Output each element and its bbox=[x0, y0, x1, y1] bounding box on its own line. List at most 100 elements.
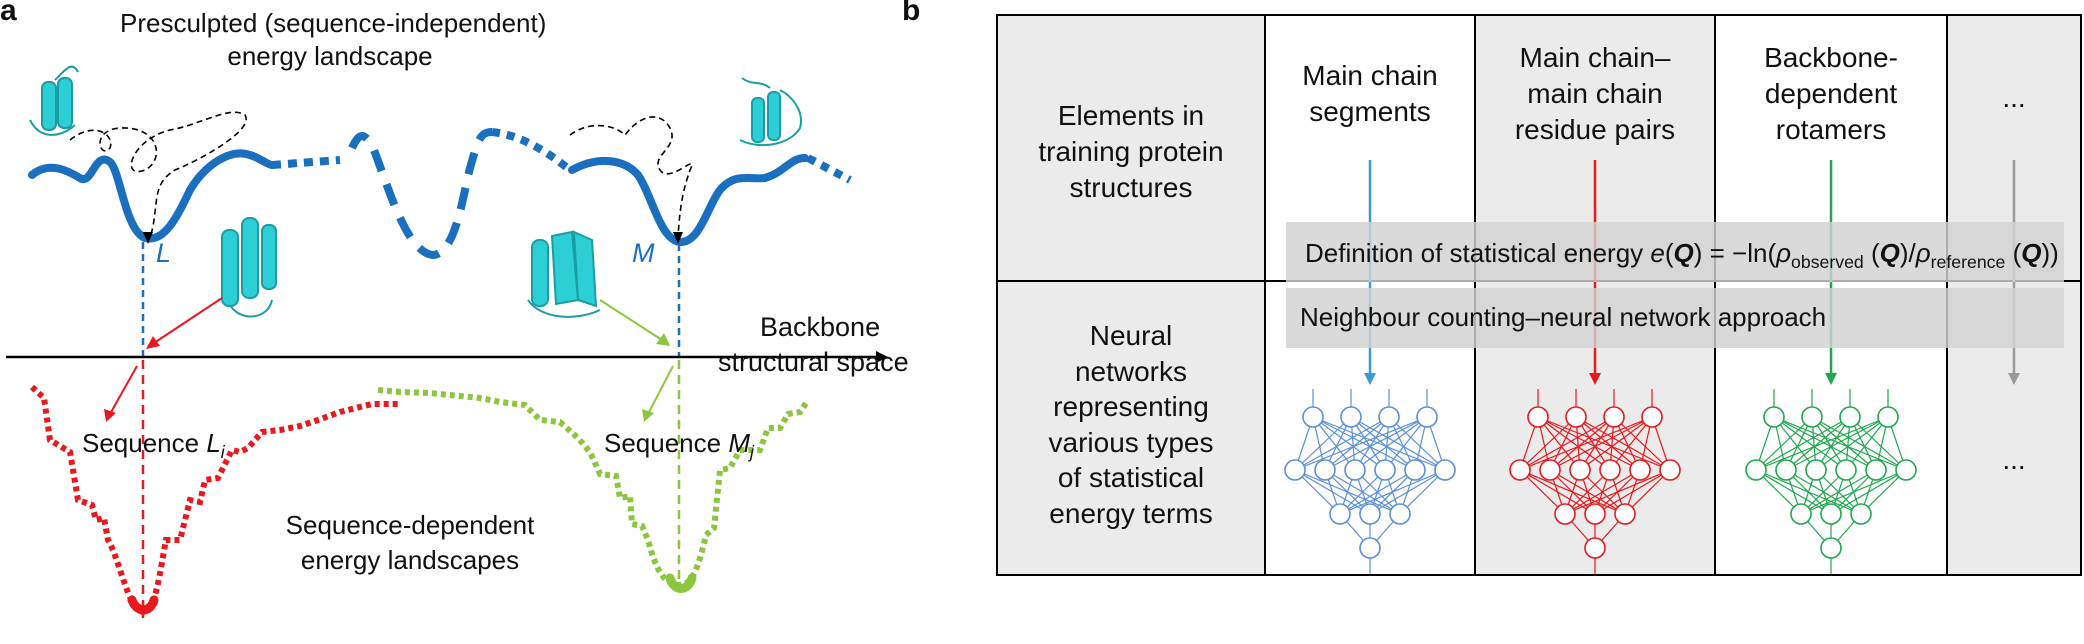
col2-edge bbox=[1549, 416, 1653, 471]
sequence-M-minimum bbox=[665, 573, 697, 593]
col4-bottom-ellipsis: ... bbox=[2002, 444, 2026, 475]
definition-Q1: Q bbox=[1673, 238, 1694, 268]
col3-edge bbox=[1773, 416, 1817, 471]
col3-node bbox=[1745, 459, 1767, 481]
col4-arrowhead bbox=[2008, 373, 2020, 385]
col1-node bbox=[1374, 459, 1396, 481]
col1-node bbox=[1434, 459, 1456, 481]
presculpted-landscape-right bbox=[568, 154, 809, 246]
col2-edge bbox=[1564, 469, 1641, 515]
sequence-M-label: Sequence Mj bbox=[604, 428, 754, 463]
col2-node bbox=[1565, 406, 1587, 428]
presculpted-title: Presculpted (sequence-independent) energ… bbox=[120, 8, 547, 72]
col1-node bbox=[1378, 406, 1400, 428]
col3-edge bbox=[1800, 469, 1907, 515]
col3-node bbox=[1839, 406, 1861, 428]
col2-edge bbox=[1519, 416, 1615, 471]
minimum-L-label: L bbox=[156, 238, 172, 268]
col1-edge bbox=[1294, 416, 1390, 471]
col1-node bbox=[1284, 459, 1306, 481]
sequence-L-sub: i bbox=[220, 442, 225, 463]
col1-edge bbox=[1294, 416, 1428, 471]
col3-node bbox=[1805, 459, 1827, 481]
protein-unfolded-right bbox=[739, 77, 802, 147]
col2-header-line2: main chain bbox=[1527, 78, 1663, 109]
sequence-M-sub: j bbox=[750, 442, 754, 463]
col1-node bbox=[1340, 406, 1362, 428]
col1-node bbox=[1416, 406, 1438, 428]
col2-arrowhead bbox=[1589, 373, 1601, 385]
col2-node bbox=[1539, 459, 1561, 481]
sequence-dependent-title: Sequence-dependent energy landscapes bbox=[260, 510, 560, 576]
sequence-L-minimum bbox=[127, 595, 159, 615]
col3-edge bbox=[1785, 416, 1851, 471]
cell-r2-header bbox=[996, 280, 1266, 576]
col2-edge bbox=[1594, 469, 1671, 515]
col2-node bbox=[1554, 503, 1576, 525]
col3-header-line1: Backbone- bbox=[1764, 42, 1898, 73]
arrow-axis-to-seq-M bbox=[647, 365, 674, 415]
col2-edge bbox=[1537, 416, 1671, 471]
col1-edge bbox=[1324, 416, 1390, 471]
approach-text: Neighbour counting–neural network approa… bbox=[1300, 302, 1827, 332]
trajectory-left-arrowhead bbox=[143, 232, 153, 244]
col2-node bbox=[1569, 459, 1591, 481]
col3-edge bbox=[1815, 416, 1889, 471]
row2-header-line2: networks bbox=[1074, 355, 1188, 387]
protein-folded-L bbox=[221, 217, 277, 318]
col2-header-line1: Main chain– bbox=[1519, 42, 1671, 73]
col2-edge bbox=[1549, 416, 1615, 471]
col3-edge bbox=[1830, 469, 1907, 515]
col3-edge bbox=[1773, 416, 1907, 471]
sequence-L-label: Sequence Li bbox=[82, 428, 225, 463]
col3-edge bbox=[1755, 416, 1813, 471]
row1-header: Elements in training protein structures bbox=[998, 98, 1264, 206]
col1-edge bbox=[1384, 416, 1428, 471]
approach-band bbox=[1286, 288, 2064, 348]
arrow-protein-L-head bbox=[146, 336, 160, 349]
col3-edge bbox=[1811, 416, 1877, 471]
col1-edge bbox=[1339, 469, 1446, 515]
arrow-protein-M-to-axis bbox=[599, 299, 663, 341]
row2-header-line5: of statistical bbox=[1057, 462, 1205, 493]
col1-edge bbox=[1350, 416, 1446, 471]
col2-edge bbox=[1537, 416, 1611, 471]
col2-node bbox=[1629, 459, 1651, 481]
panel-a-label: a bbox=[0, 0, 17, 27]
col2-edge bbox=[1613, 416, 1671, 471]
col2-node bbox=[1509, 459, 1531, 481]
sequence-L-var: L bbox=[206, 428, 221, 458]
col3-node bbox=[1895, 459, 1917, 481]
col1-node bbox=[1329, 503, 1351, 525]
arrow-protein-M-head bbox=[656, 333, 670, 346]
sequence-M-prefix: Sequence bbox=[604, 428, 729, 458]
col1-node bbox=[1389, 503, 1411, 525]
col3-arrowhead bbox=[1825, 373, 1837, 385]
definition-prefix: Definition of statistical energy bbox=[1305, 238, 1651, 268]
col3-edge bbox=[1785, 416, 1889, 471]
row1-header-line3: structures bbox=[1069, 172, 1193, 203]
col2-edge bbox=[1537, 416, 1641, 471]
sequence-dependent-line1: Sequence-dependent bbox=[285, 510, 535, 540]
col1-node bbox=[1314, 459, 1336, 481]
presculpted-title-line1: Presculpted (sequence-independent) bbox=[120, 8, 547, 38]
col2-node bbox=[1641, 406, 1663, 428]
col1-edge bbox=[1312, 416, 1416, 471]
col3-edge bbox=[1849, 416, 1907, 471]
col1-edge bbox=[1369, 469, 1446, 515]
col2-edge bbox=[1564, 469, 1671, 515]
trajectory-right bbox=[569, 116, 693, 239]
col1-node bbox=[1344, 459, 1366, 481]
col1-edge bbox=[1312, 416, 1356, 471]
col2-edge bbox=[1519, 416, 1653, 471]
col3-node bbox=[1877, 406, 1899, 428]
axis-label-line1: Backbone bbox=[760, 312, 881, 342]
col2-node bbox=[1599, 459, 1621, 481]
col2-node bbox=[1584, 503, 1606, 525]
row1-header-line1: Elements in bbox=[1057, 100, 1205, 131]
col1-edge bbox=[1354, 416, 1428, 471]
definition-Q2: Q bbox=[1879, 238, 1900, 268]
col1-edge bbox=[1312, 416, 1386, 471]
trajectory-right-arrowhead bbox=[673, 232, 683, 244]
